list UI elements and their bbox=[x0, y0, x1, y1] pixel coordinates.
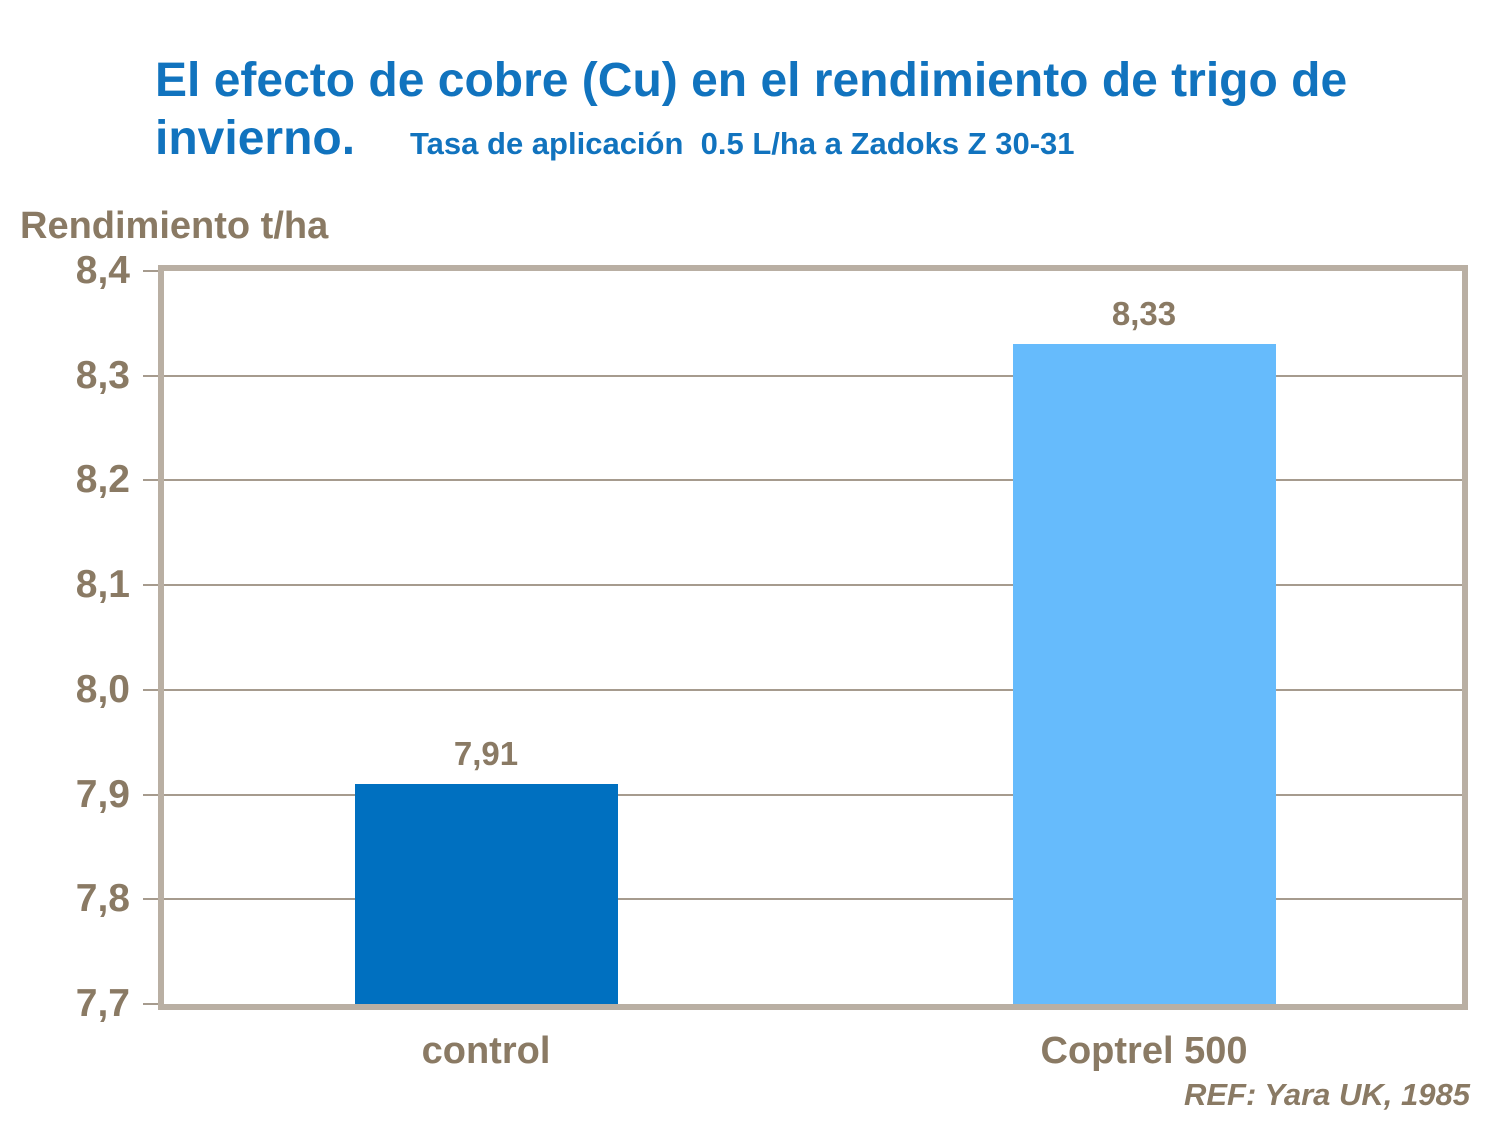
chart-title-line2-text: invierno. bbox=[155, 112, 356, 165]
y-tick-mark bbox=[143, 1003, 158, 1005]
bar-coptrel-500 bbox=[1012, 344, 1276, 1004]
bar-value-label: 7,91 bbox=[453, 735, 519, 772]
gridline bbox=[164, 584, 1462, 586]
y-tick-label: 8,4 bbox=[75, 249, 130, 292]
y-tick-mark bbox=[143, 375, 158, 377]
gridline bbox=[164, 898, 1462, 900]
chart-title-line1: El efecto de cobre (Cu) en el rendimient… bbox=[155, 54, 1348, 107]
gridline bbox=[164, 794, 1462, 796]
bar-control bbox=[354, 784, 618, 1004]
gridline bbox=[164, 479, 1462, 481]
y-tick-label: 7,8 bbox=[75, 877, 130, 920]
y-tick-label: 7,7 bbox=[75, 982, 130, 1025]
y-tick-mark bbox=[143, 898, 158, 900]
chart-subtitle: Tasa de aplicación 0.5 L/ha a Zadoks Z 3… bbox=[410, 126, 1075, 161]
chart-title: El efecto de cobre (Cu) en el rendimient… bbox=[155, 52, 1347, 173]
x-category-label: Coptrel 500 bbox=[1040, 1030, 1248, 1072]
gridline bbox=[164, 375, 1462, 377]
y-tick-label: 8,0 bbox=[75, 668, 130, 711]
chart-title-line2: invierno. Tasa de aplicación 0.5 L/ha a … bbox=[155, 110, 1347, 173]
footer-reference: REF: Yara UK, 1985 bbox=[1183, 1077, 1470, 1112]
y-tick-mark bbox=[143, 479, 158, 481]
y-tick-label: 8,1 bbox=[75, 563, 130, 606]
y-tick-mark bbox=[143, 794, 158, 796]
y-tick-mark bbox=[143, 270, 158, 272]
y-tick-label: 8,3 bbox=[75, 354, 130, 397]
y-tick-label: 7,9 bbox=[75, 773, 130, 816]
y-tick-mark bbox=[143, 689, 158, 691]
bar-value-label: 8,33 bbox=[1111, 295, 1177, 332]
gridline bbox=[164, 689, 1462, 691]
y-axis-title: Rendimiento t/ha bbox=[20, 205, 329, 247]
plot-area bbox=[158, 265, 1468, 1010]
y-tick-mark bbox=[143, 584, 158, 586]
x-category-label: control bbox=[421, 1030, 551, 1072]
y-tick-label: 8,2 bbox=[75, 458, 130, 501]
